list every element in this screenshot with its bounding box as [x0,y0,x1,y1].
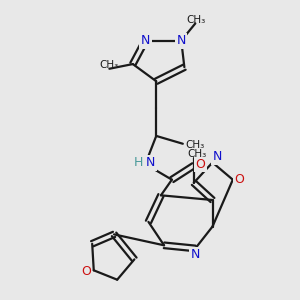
Text: N: N [212,150,222,164]
Text: O: O [196,158,206,171]
Text: CH₃: CH₃ [100,60,119,70]
Text: N: N [141,34,150,47]
Text: CH₃: CH₃ [185,140,204,150]
Text: O: O [81,266,91,278]
Text: CH₃: CH₃ [187,149,206,159]
Text: N: N [177,34,186,47]
Text: O: O [234,173,244,186]
Text: H: H [134,156,143,169]
Text: N: N [190,248,200,261]
Text: N: N [146,156,156,169]
Text: CH₃: CH₃ [186,15,206,25]
